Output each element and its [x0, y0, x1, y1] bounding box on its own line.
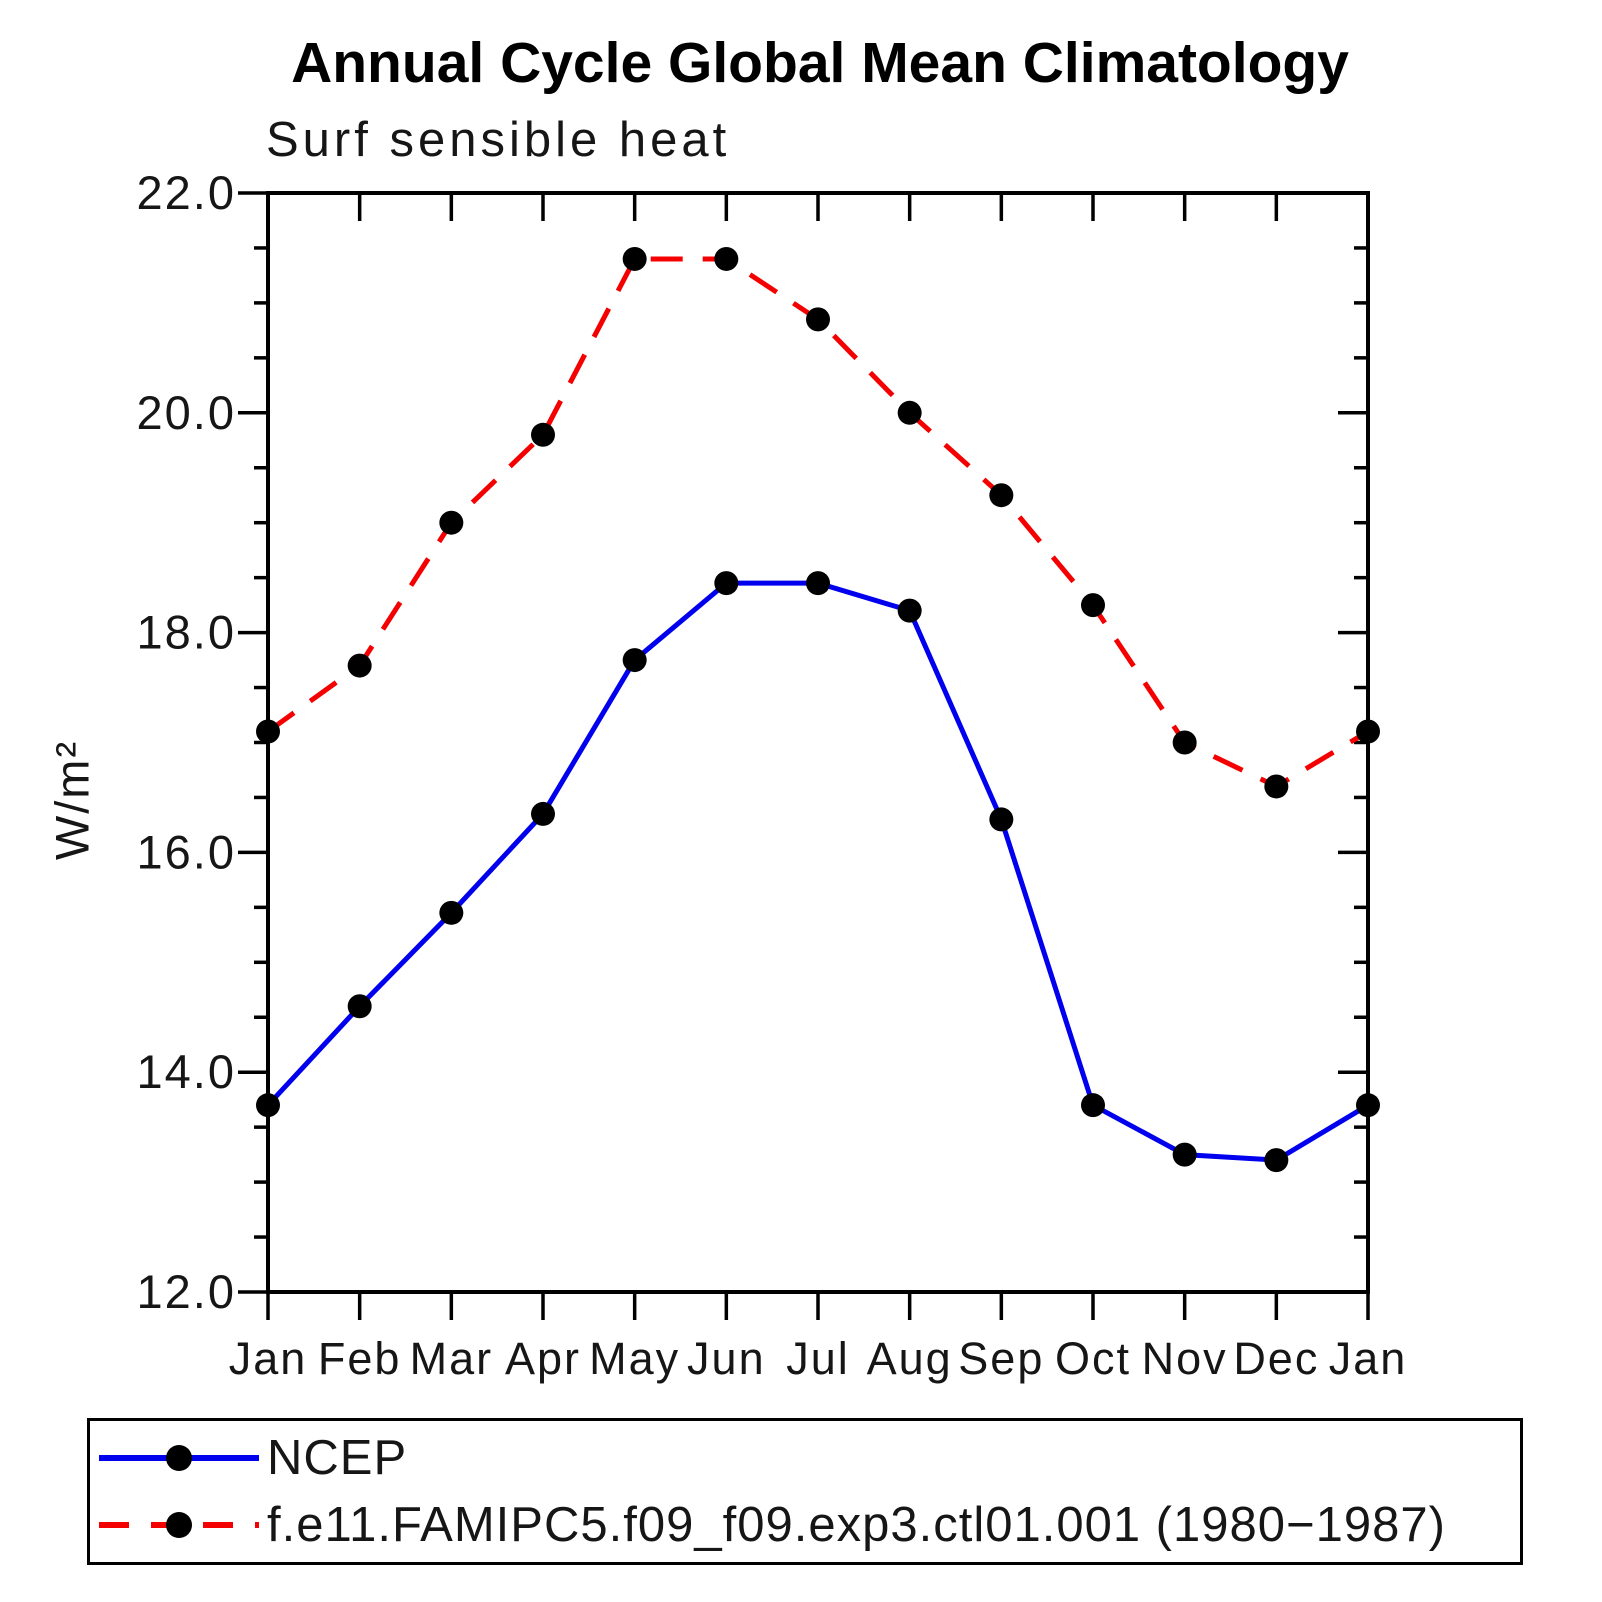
data-point-model-0 [256, 719, 280, 744]
x-tick-label: Jul [786, 1333, 850, 1384]
data-point-model-12 [1356, 719, 1380, 744]
x-tick-label: Jun [687, 1333, 766, 1384]
data-point-model-5 [714, 246, 739, 271]
x-tick-label: Oct [1055, 1333, 1131, 1384]
data-point-model-8 [989, 483, 1014, 508]
series-line-ncep [266, 580, 1370, 1163]
x-tick-label: Feb [318, 1333, 402, 1384]
data-point-ncep-1 [347, 994, 372, 1019]
data-point-model-1 [347, 653, 372, 678]
data-point-ncep-8 [989, 807, 1014, 832]
data-point-ncep-6 [806, 571, 830, 596]
data-point-ncep-0 [256, 1093, 280, 1118]
data-point-ncep-9 [1081, 1093, 1105, 1118]
data-point-model-9 [1081, 593, 1105, 618]
legend-line-sample-solid [99, 1445, 259, 1472]
legend-item-ncep: NCEP [95, 1427, 1520, 1489]
y-tick-label: 16.0 [137, 825, 236, 878]
chart-title: Annual Cycle Global Mean Climatology [291, 31, 1349, 95]
data-point-ncep-3 [531, 801, 555, 826]
legend-line-sample-dashed [99, 1511, 259, 1538]
data-point-model-2 [439, 510, 464, 535]
data-point-ncep-10 [1172, 1142, 1197, 1167]
data-point-model-6 [806, 307, 830, 332]
data-point-model-7 [897, 400, 922, 425]
x-tick-label: Aug [867, 1333, 953, 1384]
data-point-ncep-2 [439, 900, 464, 925]
data-point-model-4 [622, 246, 647, 271]
y-tick-label: 20.0 [137, 386, 236, 439]
legend-item-model: f.e11.FAMIPC5.f09_f09.exp3.ctl01.001 (19… [95, 1494, 1520, 1556]
y-tick-label: 18.0 [137, 606, 236, 659]
x-tick-label: Dec [1233, 1333, 1319, 1384]
legend-label-ncep: NCEP [267, 1431, 408, 1486]
x-tick-label: May [589, 1333, 680, 1384]
legend-marker-model [166, 1511, 192, 1538]
legend-box: NCEP f.e11.FAMIPC5.f09_f09.exp3.ctl01.00… [87, 1418, 1523, 1565]
legend-marker-ncep [166, 1445, 192, 1472]
y-tick-label: 22.0 [137, 166, 236, 219]
x-tick-label: Nov [1142, 1333, 1228, 1384]
plot-frame [266, 191, 1370, 1294]
y-axis-title: W/m² [45, 739, 99, 861]
x-tick-label: Jan [1329, 1333, 1408, 1384]
data-point-ncep-11 [1264, 1148, 1289, 1173]
data-point-model-11 [1264, 774, 1289, 799]
data-point-ncep-7 [897, 598, 922, 623]
series-line-model [266, 256, 1370, 790]
chart-subtitle: Surf sensible heat [266, 113, 731, 167]
data-point-model-3 [531, 422, 555, 447]
x-tick-label: Jan [229, 1333, 308, 1384]
x-tick-label: Mar [410, 1333, 494, 1384]
data-point-ncep-5 [714, 571, 739, 596]
legend-label-model: f.e11.FAMIPC5.f09_f09.exp3.ctl01.001 (19… [267, 1497, 1446, 1552]
x-tick-label: Apr [505, 1333, 581, 1384]
y-tick-label: 14.0 [137, 1045, 236, 1098]
data-point-ncep-4 [622, 648, 647, 673]
y-tick-label: 12.0 [137, 1265, 236, 1318]
data-point-ncep-12 [1356, 1093, 1380, 1118]
x-tick-label: Sep [958, 1333, 1044, 1384]
data-point-model-10 [1172, 730, 1197, 755]
